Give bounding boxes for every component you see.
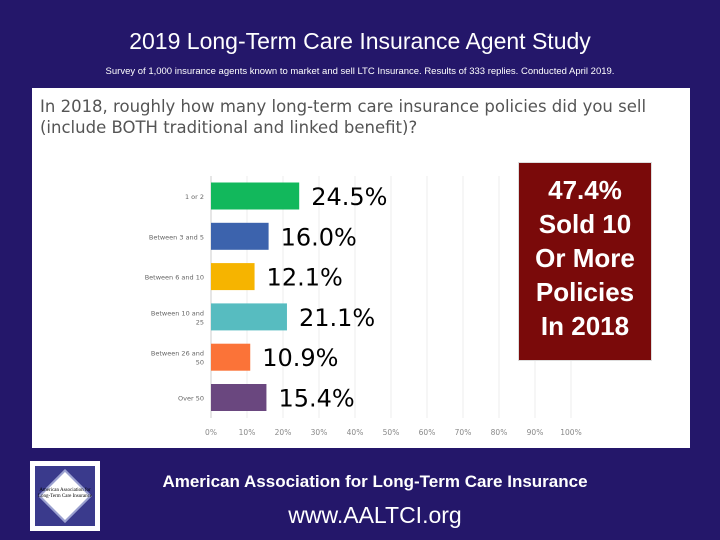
slide-title: 2019 Long-Term Care Insurance Agent Stud…: [129, 28, 591, 54]
bar: [211, 384, 267, 411]
x-tick-label: 100%: [560, 428, 581, 437]
x-tick-label: 90%: [527, 428, 544, 437]
data-label: 12.1%: [267, 264, 343, 292]
y-category-label: Between 26 and: [151, 350, 204, 358]
x-tick-label: 50%: [383, 428, 400, 437]
callout-line: Or More: [535, 243, 635, 273]
aaltci-logo: American Association for Long-Term Care …: [30, 461, 100, 531]
data-label: 21.1%: [299, 304, 375, 332]
callout-line: In 2018: [540, 311, 630, 341]
bar: [211, 343, 251, 371]
bar: [211, 222, 269, 250]
x-tick-label: 80%: [491, 428, 508, 437]
organization-name: American Association for Long-Term Care …: [162, 472, 588, 491]
x-tick-label: 70%: [455, 428, 472, 437]
x-tick-label: 10%: [239, 428, 256, 437]
callout-line: Sold 10: [538, 209, 632, 239]
data-label: 16.0%: [281, 223, 357, 251]
x-tick-label: 0%: [205, 428, 217, 437]
y-category-label: 50: [196, 359, 204, 367]
x-tick-label: 60%: [419, 428, 436, 437]
callout-line: 47.4%: [548, 175, 622, 205]
y-category-label: 1 or 2: [185, 193, 204, 201]
website-url[interactable]: www.AALTCI.org: [288, 502, 462, 528]
y-category-label: Between 6 and 10: [145, 274, 204, 282]
slide-subtitle: Survey of 1,000 insurance agents known t…: [105, 66, 615, 77]
bar: [211, 263, 255, 291]
logo-text: American Association for Long-Term Care …: [37, 488, 93, 499]
y-category-label: Over 50: [178, 395, 204, 403]
data-label: 15.4%: [278, 385, 354, 413]
callout-box: 47.4% Sold 10 Or More Policies In 2018: [518, 162, 652, 361]
bar: [211, 182, 300, 210]
data-label: 10.9%: [262, 344, 338, 372]
x-tick-label: 30%: [311, 428, 328, 437]
chart-title: In 2018, roughly how many long-term care…: [40, 97, 647, 137]
x-tick-label: 20%: [275, 428, 292, 437]
bar: [211, 303, 287, 331]
data-label: 24.5%: [311, 183, 387, 211]
callout-line: Policies: [535, 277, 635, 307]
y-category-label: Between 10 and: [151, 309, 204, 317]
y-category-label: 25: [196, 318, 204, 326]
x-tick-label: 40%: [347, 428, 364, 437]
y-category-label: Between 3 and 5: [149, 233, 204, 241]
